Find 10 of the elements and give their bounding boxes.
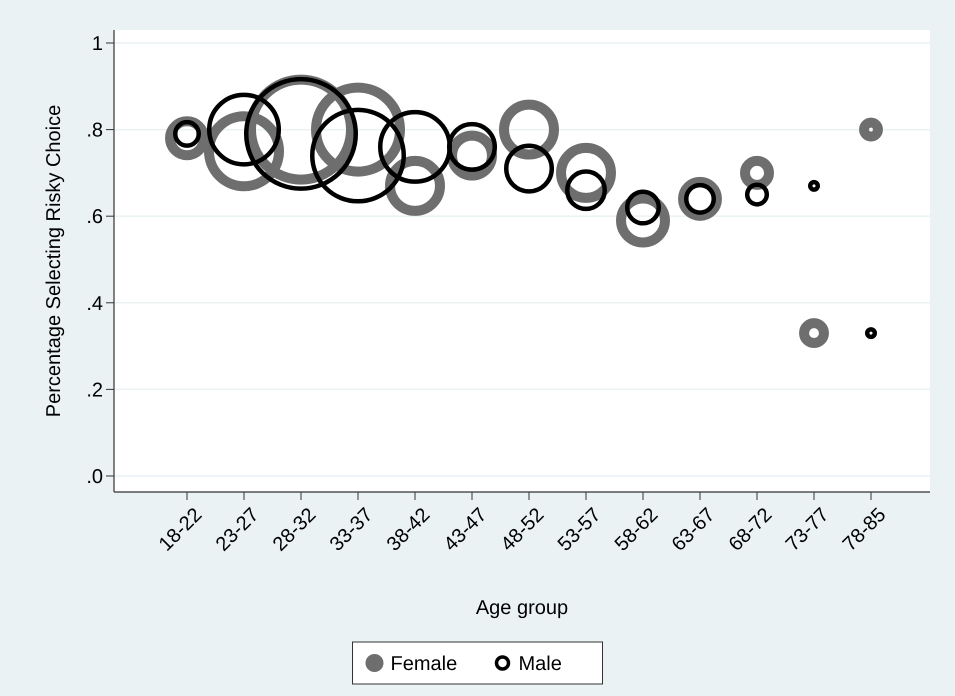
y-tick-label: .6	[86, 206, 103, 228]
y-tick-label: .8	[86, 120, 103, 142]
y-tick-label: .0	[86, 466, 103, 488]
x-axis-title: Age group	[476, 597, 568, 619]
y-axis-title: Percentage Selecting Risky Choice	[43, 104, 65, 418]
legend-label: Female	[390, 653, 458, 675]
legend-label: Male	[518, 653, 562, 675]
y-tick-label: .4	[86, 292, 103, 315]
y-tick-label: 1	[92, 32, 103, 55]
y-tick-label: .2	[86, 379, 103, 402]
